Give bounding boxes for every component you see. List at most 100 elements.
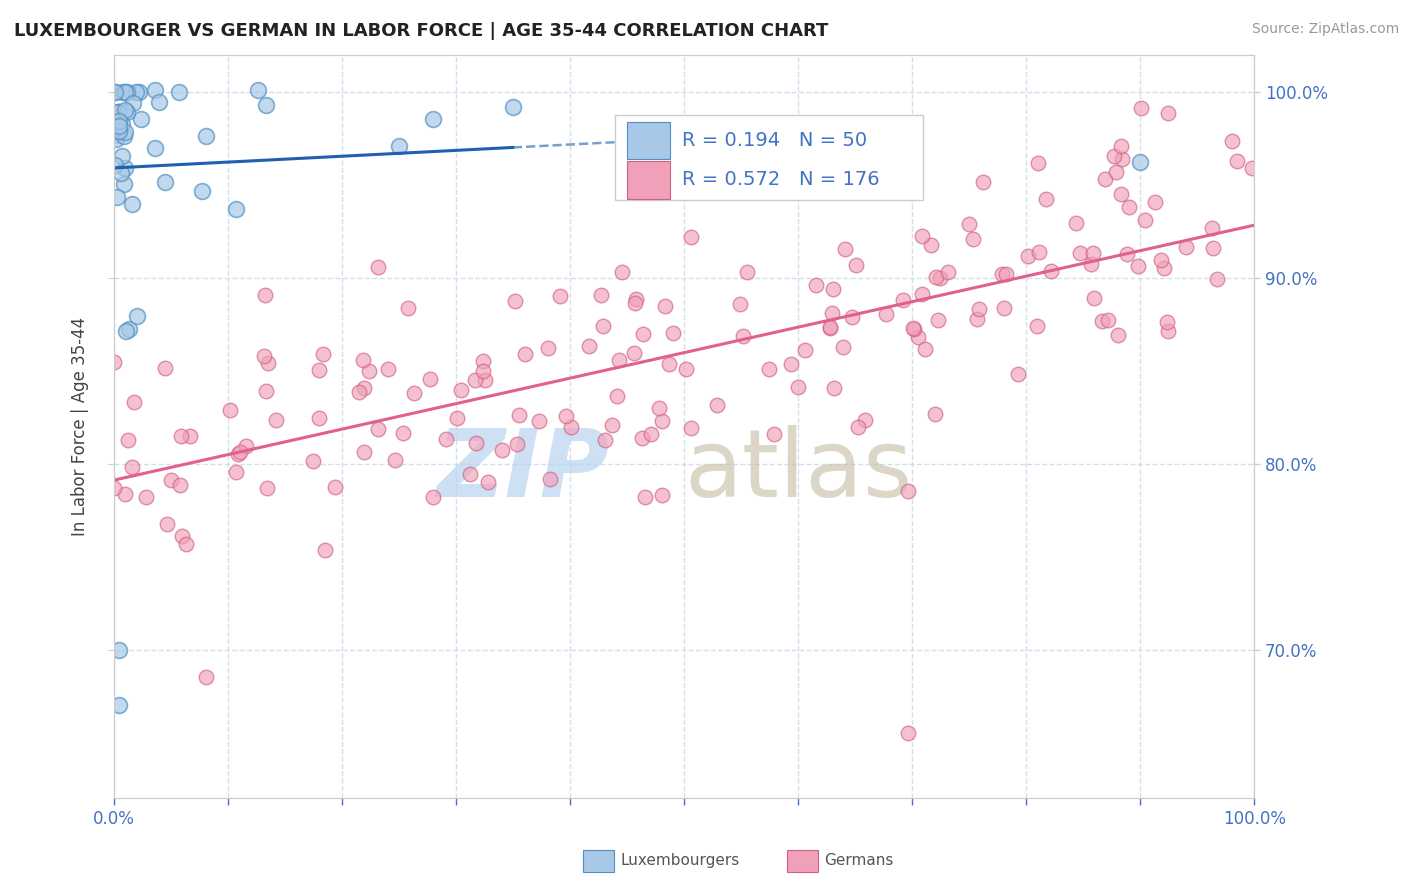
- Point: [1028, 155, 1050, 169]
- Point: [434, 432, 457, 446]
- Point: [675, 362, 697, 376]
- Point: [920, 237, 942, 252]
- Text: R = 0.572   N = 176: R = 0.572 N = 176: [682, 170, 879, 189]
- Point: [377, 362, 399, 376]
- Point: [308, 410, 330, 425]
- Point: [396, 301, 419, 315]
- Point: [600, 417, 623, 432]
- Point: [308, 362, 330, 376]
- Point: [793, 343, 815, 357]
- Point: [114, 486, 136, 500]
- Point: [160, 474, 183, 488]
- Point: [1080, 257, 1102, 271]
- Point: [124, 85, 146, 99]
- Point: [254, 288, 277, 302]
- Point: [967, 301, 990, 316]
- Point: [991, 267, 1014, 281]
- Point: [804, 277, 827, 292]
- Point: [1226, 154, 1249, 169]
- Point: [1133, 213, 1156, 227]
- Point: [191, 185, 214, 199]
- Point: [1206, 272, 1229, 286]
- Point: [1039, 263, 1062, 277]
- Y-axis label: In Labor Force | Age 35-44: In Labor Force | Age 35-44: [72, 317, 89, 536]
- Point: [235, 439, 257, 453]
- Point: [110, 166, 132, 180]
- Point: [1150, 252, 1173, 267]
- Point: [219, 403, 242, 417]
- Point: [107, 105, 129, 120]
- Point: [929, 271, 952, 285]
- Point: [537, 341, 560, 355]
- Point: [631, 431, 654, 445]
- Point: [651, 488, 673, 502]
- Point: [104, 85, 127, 99]
- Point: [117, 434, 139, 448]
- FancyBboxPatch shape: [616, 114, 924, 200]
- Point: [108, 120, 131, 134]
- Point: [633, 327, 655, 342]
- Point: [471, 363, 494, 377]
- Point: [228, 444, 250, 458]
- Point: [128, 85, 150, 99]
- Point: [347, 385, 370, 400]
- Point: [1017, 249, 1039, 263]
- Point: [1174, 240, 1197, 254]
- FancyBboxPatch shape: [627, 161, 671, 199]
- Point: [875, 307, 897, 321]
- Point: [491, 442, 513, 457]
- Point: [823, 381, 845, 395]
- Point: [474, 373, 496, 387]
- Point: [254, 98, 277, 112]
- Point: [143, 141, 166, 155]
- Point: [1144, 195, 1167, 210]
- Point: [1157, 324, 1180, 338]
- Point: [1202, 241, 1225, 255]
- Point: [624, 296, 647, 310]
- Point: [103, 354, 125, 368]
- Point: [404, 385, 426, 400]
- Point: [589, 287, 612, 301]
- Text: ZIP: ZIP: [437, 425, 610, 517]
- Point: [1201, 221, 1223, 235]
- Point: [1126, 259, 1149, 273]
- Point: [654, 299, 676, 313]
- Point: [108, 124, 131, 138]
- Point: [1028, 245, 1050, 260]
- Point: [648, 401, 671, 416]
- Point: [658, 357, 681, 371]
- Point: [728, 297, 751, 311]
- Point: [538, 472, 561, 486]
- Point: [169, 477, 191, 491]
- Point: [115, 324, 138, 338]
- Point: [994, 267, 1017, 281]
- Point: [121, 459, 143, 474]
- Point: [118, 321, 141, 335]
- Point: [762, 427, 785, 442]
- Point: [786, 380, 808, 394]
- Text: Luxembourgers: Luxembourgers: [620, 854, 740, 868]
- Point: [108, 113, 131, 128]
- Point: [897, 483, 920, 498]
- Point: [623, 345, 645, 359]
- Point: [508, 408, 530, 422]
- Point: [302, 454, 325, 468]
- Point: [111, 149, 134, 163]
- Point: [112, 128, 135, 143]
- Point: [818, 320, 841, 334]
- Point: [323, 480, 346, 494]
- Point: [392, 426, 415, 441]
- Point: [560, 420, 582, 434]
- Point: [626, 292, 648, 306]
- Point: [972, 175, 994, 189]
- Point: [477, 475, 499, 489]
- Point: [891, 293, 914, 307]
- Point: [465, 436, 488, 450]
- Point: [502, 100, 524, 114]
- Point: [911, 229, 934, 244]
- Point: [112, 85, 135, 99]
- Point: [1102, 149, 1125, 163]
- Point: [108, 105, 131, 120]
- Point: [1157, 106, 1180, 120]
- Point: [927, 312, 949, 326]
